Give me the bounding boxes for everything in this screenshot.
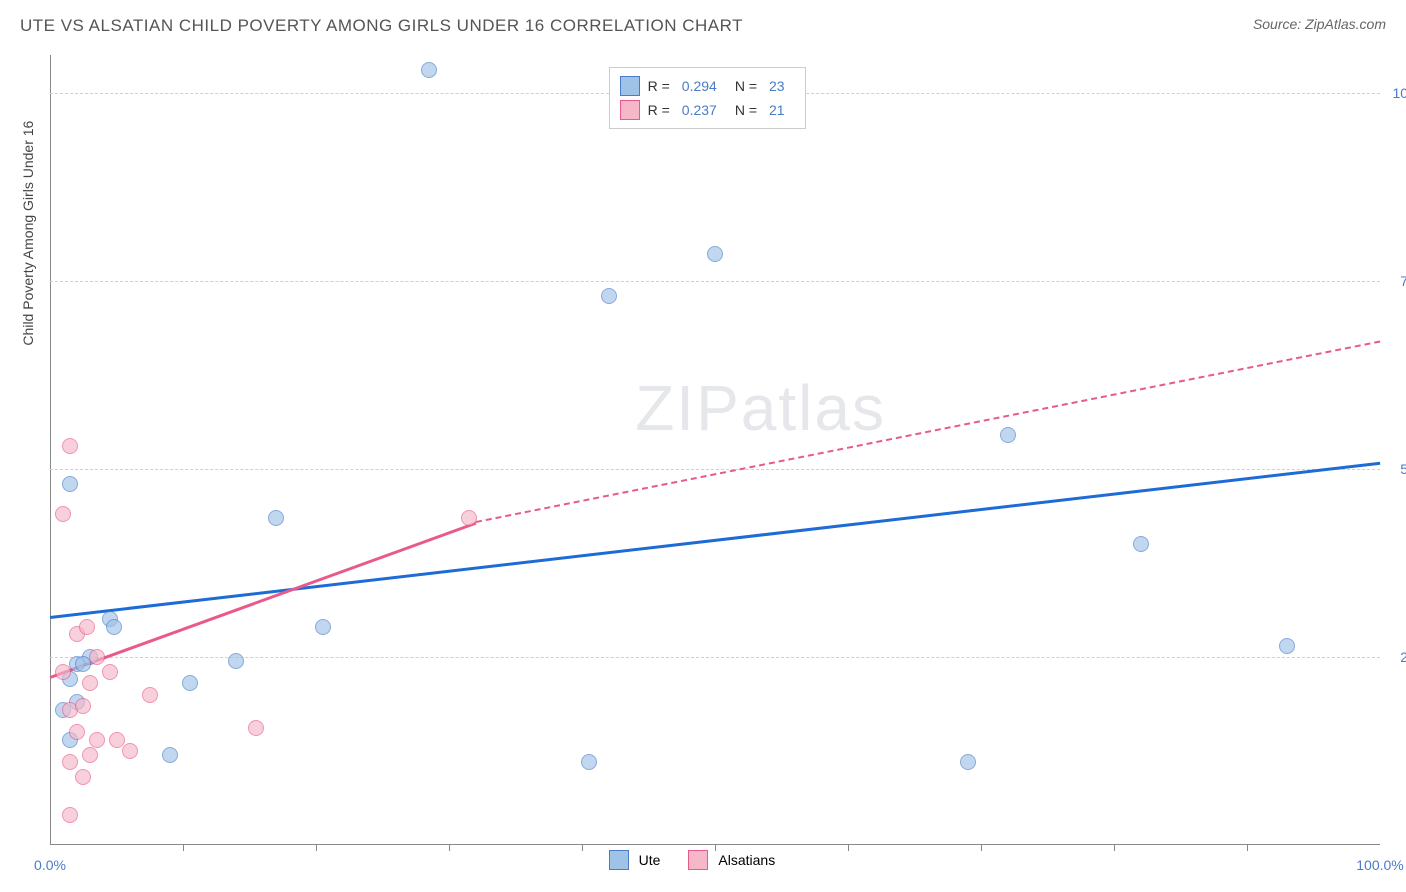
x-tick-label: 0.0% xyxy=(34,857,66,873)
data-point xyxy=(248,720,264,736)
legend-r-label: R = xyxy=(648,78,670,94)
legend-n-label: N = xyxy=(735,102,757,118)
x-tick xyxy=(1114,845,1115,851)
data-point xyxy=(55,506,71,522)
gridline-h xyxy=(50,281,1380,282)
data-point xyxy=(122,743,138,759)
trend-line xyxy=(50,461,1380,618)
gridline-h xyxy=(50,469,1380,470)
legend-n-label: N = xyxy=(735,78,757,94)
chart-title: UTE VS ALSATIAN CHILD POVERTY AMONG GIRL… xyxy=(20,16,743,36)
y-axis-line xyxy=(50,55,51,845)
data-point xyxy=(1000,427,1016,443)
y-tick-label: 25.0% xyxy=(1385,649,1406,665)
x-tick xyxy=(981,845,982,851)
legend-n-value: 21 xyxy=(769,102,785,118)
legend-r-value: 0.237 xyxy=(682,102,717,118)
scatter-chart: Child Poverty Among Girls Under 16 ZIPat… xyxy=(50,55,1380,845)
data-point xyxy=(62,438,78,454)
legend-row: R = 0.237 N = 21 xyxy=(620,98,795,122)
x-tick xyxy=(183,845,184,851)
data-point xyxy=(89,649,105,665)
legend-r-label: R = xyxy=(648,102,670,118)
data-point xyxy=(75,698,91,714)
data-point xyxy=(581,754,597,770)
data-point xyxy=(62,807,78,823)
data-point xyxy=(601,288,617,304)
data-point xyxy=(82,675,98,691)
legend-row: R = 0.294 N = 23 xyxy=(620,74,795,98)
data-point xyxy=(55,664,71,680)
correlation-legend: R = 0.294 N = 23 R = 0.237 N = 21 xyxy=(609,67,806,129)
y-tick-label: 50.0% xyxy=(1385,461,1406,477)
series-legend: Ute Alsatians xyxy=(609,850,794,870)
x-tick-label: 100.0% xyxy=(1356,857,1403,873)
data-point xyxy=(1133,536,1149,552)
legend-r-value: 0.294 xyxy=(682,78,717,94)
data-point xyxy=(69,724,85,740)
gridline-h xyxy=(50,657,1380,658)
x-tick xyxy=(582,845,583,851)
legend-series-label: Ute xyxy=(639,852,661,868)
data-point xyxy=(960,754,976,770)
legend-swatch xyxy=(688,850,708,870)
watermark: ZIPatlas xyxy=(635,371,886,445)
data-point xyxy=(461,510,477,526)
data-point xyxy=(79,619,95,635)
x-tick xyxy=(449,845,450,851)
data-point xyxy=(268,510,284,526)
x-tick xyxy=(316,845,317,851)
legend-swatch xyxy=(620,76,640,96)
legend-swatch xyxy=(620,100,640,120)
data-point xyxy=(82,747,98,763)
legend-n-value: 23 xyxy=(769,78,785,94)
y-axis-label: Child Poverty Among Girls Under 16 xyxy=(20,121,36,346)
data-point xyxy=(102,664,118,680)
trend-line-dashed xyxy=(475,341,1380,524)
x-tick xyxy=(1247,845,1248,851)
data-point xyxy=(142,687,158,703)
data-point xyxy=(106,619,122,635)
legend-series-label: Alsatians xyxy=(718,852,775,868)
y-tick-label: 75.0% xyxy=(1385,273,1406,289)
data-point xyxy=(109,732,125,748)
data-point xyxy=(228,653,244,669)
data-point xyxy=(62,754,78,770)
data-point xyxy=(182,675,198,691)
chart-source: Source: ZipAtlas.com xyxy=(1253,16,1386,32)
data-point xyxy=(62,476,78,492)
data-point xyxy=(162,747,178,763)
data-point xyxy=(421,62,437,78)
y-tick-label: 100.0% xyxy=(1385,85,1406,101)
data-point xyxy=(707,246,723,262)
data-point xyxy=(315,619,331,635)
legend-swatch xyxy=(609,850,629,870)
chart-header: UTE VS ALSATIAN CHILD POVERTY AMONG GIRL… xyxy=(0,0,1406,44)
trend-line xyxy=(50,522,476,679)
data-point xyxy=(89,732,105,748)
x-tick xyxy=(848,845,849,851)
data-point xyxy=(1279,638,1295,654)
data-point xyxy=(75,769,91,785)
